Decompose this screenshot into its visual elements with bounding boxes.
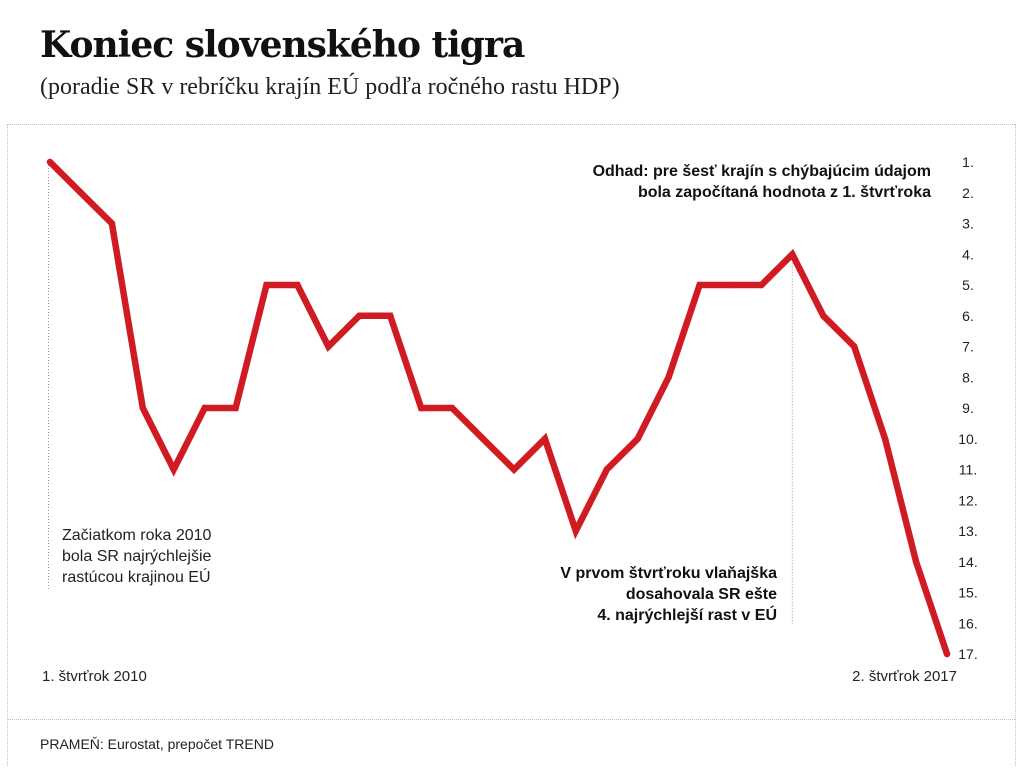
rank-tick-label: 5.: [962, 277, 974, 293]
rank-tick-label: 15.: [958, 585, 977, 601]
data-point: [758, 281, 765, 289]
frame-right-border: [1015, 124, 1016, 766]
data-point: [170, 466, 177, 473]
data-point: [387, 312, 394, 319]
frame-left-border: [7, 124, 8, 766]
source-note: PRAMEŇ: Eurostat, prepočet TREND: [40, 736, 274, 752]
rank-tick-label: 3.: [962, 216, 974, 232]
rank-tick-label: 9.: [962, 400, 974, 416]
x-end-label: 2. štvrťrok 2017: [852, 668, 957, 685]
rank-tick-label: 7.: [962, 339, 974, 355]
data-point: [479, 435, 487, 442]
annotation-text: rastúcou krajinou EÚ: [62, 567, 211, 586]
chart-title: Koniec slovenského tigra: [40, 24, 525, 66]
annotation-text: bola SR najrýchlejšie: [62, 548, 212, 565]
data-point: [417, 404, 425, 412]
series-layer: [46, 158, 951, 658]
annotation-text: Začiatkom roka 2010: [62, 527, 212, 544]
rank-tick-label: 17.: [958, 646, 977, 662]
data-point: [232, 404, 239, 412]
rank-axis: 1. 2. 3. 4. 5. 6. 7. 8. 9. 10. 11. 12. 13. 14. 15. 16. 1…: [958, 154, 977, 662]
rank-tick-label: 6.: [962, 308, 974, 324]
annotation-text: V prvom štvrťroku vlaňajška: [560, 565, 777, 582]
data-point: [108, 220, 116, 227]
data-point: [139, 404, 146, 412]
chart-subtitle: (poradie SR v rebríčku krajín EÚ podľa r…: [40, 74, 620, 100]
annotations: Začiatkom roka 2010 bola SR najrýchlejšie…: [62, 163, 931, 624]
data-point: [851, 343, 858, 350]
x-start-label: 1. štvrťrok 2010: [42, 668, 147, 685]
data-point: [789, 251, 796, 258]
data-point: [634, 435, 641, 442]
rank-series-line: [46, 158, 951, 658]
data-point: [201, 404, 208, 412]
rank-tick-label: 2.: [962, 185, 974, 201]
data-point: [943, 650, 951, 658]
rank-tick-label: 16.: [958, 615, 977, 631]
data-point: [912, 558, 920, 565]
data-point: [572, 527, 580, 535]
x-axis-labels: 1. štvrťrok 2010 2. štvrťrok 2017: [42, 668, 957, 685]
data-point: [541, 435, 549, 442]
data-point: [881, 435, 889, 442]
annotation-text: Odhad: pre šesť krajín s chýbajúcim údaj…: [593, 163, 931, 180]
data-point: [727, 281, 734, 289]
annotation-guides: [48, 162, 793, 624]
data-point: [820, 312, 827, 319]
rank-tick-label: 1.: [962, 154, 974, 170]
chart-frame: [7, 124, 1015, 720]
annotation-text: 4. najrýchlejší rast v EÚ: [597, 605, 777, 624]
data-point: [46, 158, 54, 166]
rank-tick-label: 8.: [962, 369, 974, 385]
data-point: [696, 281, 703, 289]
data-point: [294, 281, 301, 289]
rank-tick-label: 12.: [958, 492, 977, 508]
rank-tick-label: 10.: [958, 431, 977, 447]
data-point: [263, 281, 270, 289]
data-point: [356, 312, 363, 319]
annotation-text: dosahovala SR ešte: [626, 586, 777, 603]
rank-tick-label: 13.: [958, 523, 977, 539]
data-point: [665, 374, 672, 381]
rank-tick-label: 14.: [958, 554, 977, 570]
data-point: [325, 343, 332, 350]
data-point: [510, 466, 518, 473]
rank-tick-label: 11.: [959, 462, 977, 478]
rank-tick-label: 4.: [962, 246, 974, 262]
annotation-text: bola započítaná hodnota z 1. štvrťroka: [638, 184, 931, 201]
data-point: [77, 189, 85, 196]
data-point: [448, 404, 456, 412]
data-point: [603, 466, 610, 473]
